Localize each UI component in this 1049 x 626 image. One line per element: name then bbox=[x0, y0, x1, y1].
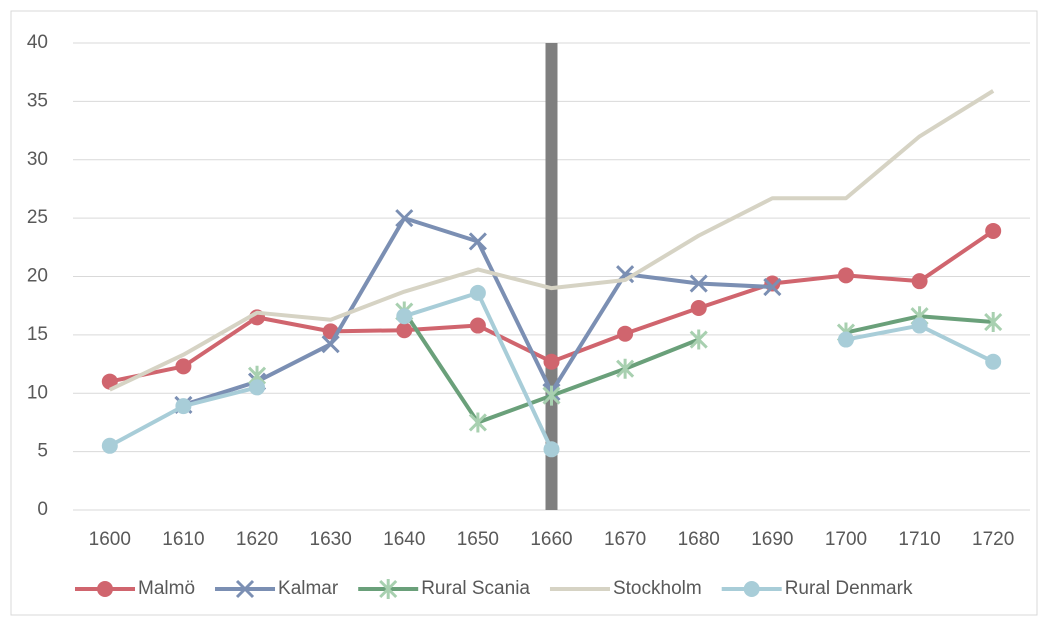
point bbox=[396, 322, 413, 339]
point bbox=[911, 317, 928, 334]
y-tick-label: 5 bbox=[37, 441, 48, 462]
point bbox=[97, 581, 113, 597]
x-tick-label: 1690 bbox=[751, 529, 793, 550]
legend-label: Malmö bbox=[138, 578, 195, 599]
point bbox=[175, 398, 192, 415]
x-tick-label: 1610 bbox=[162, 529, 204, 550]
point bbox=[985, 222, 1002, 239]
point bbox=[175, 358, 192, 375]
x-tick-label: 1660 bbox=[530, 529, 572, 550]
point bbox=[985, 353, 1002, 370]
point bbox=[101, 437, 118, 454]
chart-border bbox=[10, 10, 1038, 616]
legend-label: Rural Scania bbox=[421, 578, 530, 599]
point bbox=[543, 441, 560, 458]
point bbox=[911, 273, 928, 290]
legend-label: Stockholm bbox=[613, 578, 702, 599]
x-tick-label: 1650 bbox=[457, 529, 499, 550]
x-tick-label: 1620 bbox=[236, 529, 278, 550]
point bbox=[743, 581, 760, 597]
y-tick-label: 15 bbox=[27, 324, 48, 345]
y-tick-label: 20 bbox=[27, 266, 48, 287]
legend-label: Kalmar bbox=[278, 578, 339, 599]
point bbox=[542, 385, 561, 406]
point bbox=[468, 232, 487, 251]
point bbox=[101, 373, 118, 390]
point bbox=[395, 209, 414, 228]
point bbox=[469, 284, 486, 301]
point bbox=[763, 277, 782, 297]
x-tick-label: 1680 bbox=[678, 529, 720, 550]
x-tick-label: 1630 bbox=[310, 529, 352, 550]
point bbox=[837, 267, 854, 284]
point bbox=[235, 579, 255, 599]
x-tick-label: 1720 bbox=[972, 529, 1014, 550]
point bbox=[617, 325, 634, 342]
point bbox=[543, 353, 560, 370]
point bbox=[837, 331, 854, 348]
x-tick-label: 1670 bbox=[604, 529, 646, 550]
point bbox=[689, 329, 708, 350]
point bbox=[689, 274, 708, 293]
y-tick-label: 40 bbox=[27, 32, 48, 53]
point bbox=[396, 308, 413, 325]
y-tick-label: 25 bbox=[27, 207, 48, 228]
point bbox=[690, 300, 707, 317]
y-tick-label: 0 bbox=[37, 499, 48, 520]
y-tick-label: 30 bbox=[27, 149, 48, 170]
point bbox=[616, 358, 635, 379]
point bbox=[469, 317, 486, 334]
x-tick-label: 1640 bbox=[383, 529, 425, 550]
x-tick-label: 1710 bbox=[898, 529, 940, 550]
point bbox=[468, 412, 487, 433]
x-tick-label: 1700 bbox=[825, 529, 867, 550]
point bbox=[984, 312, 1003, 333]
point bbox=[379, 579, 398, 599]
point bbox=[249, 379, 266, 396]
x-tick-label: 1600 bbox=[89, 529, 131, 550]
legend-label: Rural Denmark bbox=[785, 578, 913, 599]
y-tick-label: 10 bbox=[27, 382, 48, 403]
point bbox=[321, 335, 340, 354]
series-line bbox=[108, 89, 995, 392]
y-tick-label: 35 bbox=[27, 90, 48, 111]
